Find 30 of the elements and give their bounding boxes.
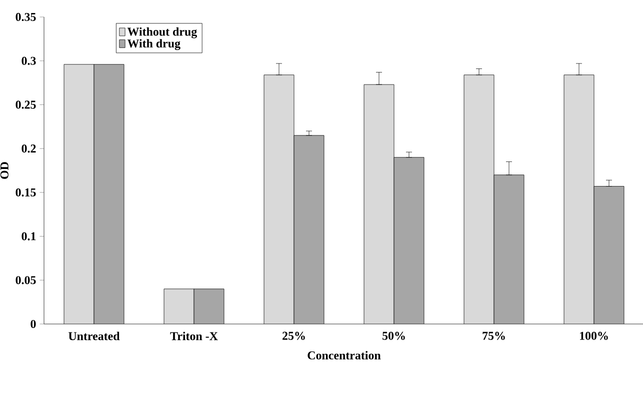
y-tick-label: 0.05: [16, 276, 36, 284]
bar: [264, 74, 294, 324]
x-tick-label: 50%: [382, 332, 405, 340]
bar: [164, 288, 194, 324]
y-tick-label: 0.1: [22, 232, 36, 240]
x-tick-label: Triton -X: [170, 332, 218, 340]
bar: [194, 288, 224, 324]
y-tick-label: 0.2: [22, 144, 36, 153]
bar: [494, 174, 524, 324]
bar: [564, 74, 594, 324]
bar: [594, 186, 624, 324]
bar: [94, 64, 124, 324]
y-tick-label: 0.35: [16, 12, 36, 22]
bar: [294, 135, 324, 324]
legend-label: With drug: [127, 39, 180, 50]
legend-label: Without drug: [127, 27, 197, 38]
bar: [64, 64, 94, 324]
y-axis-title: OD: [0, 162, 8, 179]
x-tick-label: 25%: [282, 332, 305, 340]
y-tick-label: 0.25: [16, 100, 36, 109]
y-tick-label: 0.3: [22, 56, 36, 65]
x-tick-label: 75%: [482, 332, 505, 340]
x-tick-label: Untreated: [68, 332, 120, 340]
bar: [464, 74, 494, 324]
bar: [364, 84, 394, 324]
x-axis-title: Concentration: [308, 351, 381, 360]
y-tick-label: 0: [30, 320, 36, 328]
y-tick-label: 0.15: [16, 188, 36, 196]
bar: [394, 157, 424, 324]
x-tick-label: 100%: [580, 332, 608, 340]
